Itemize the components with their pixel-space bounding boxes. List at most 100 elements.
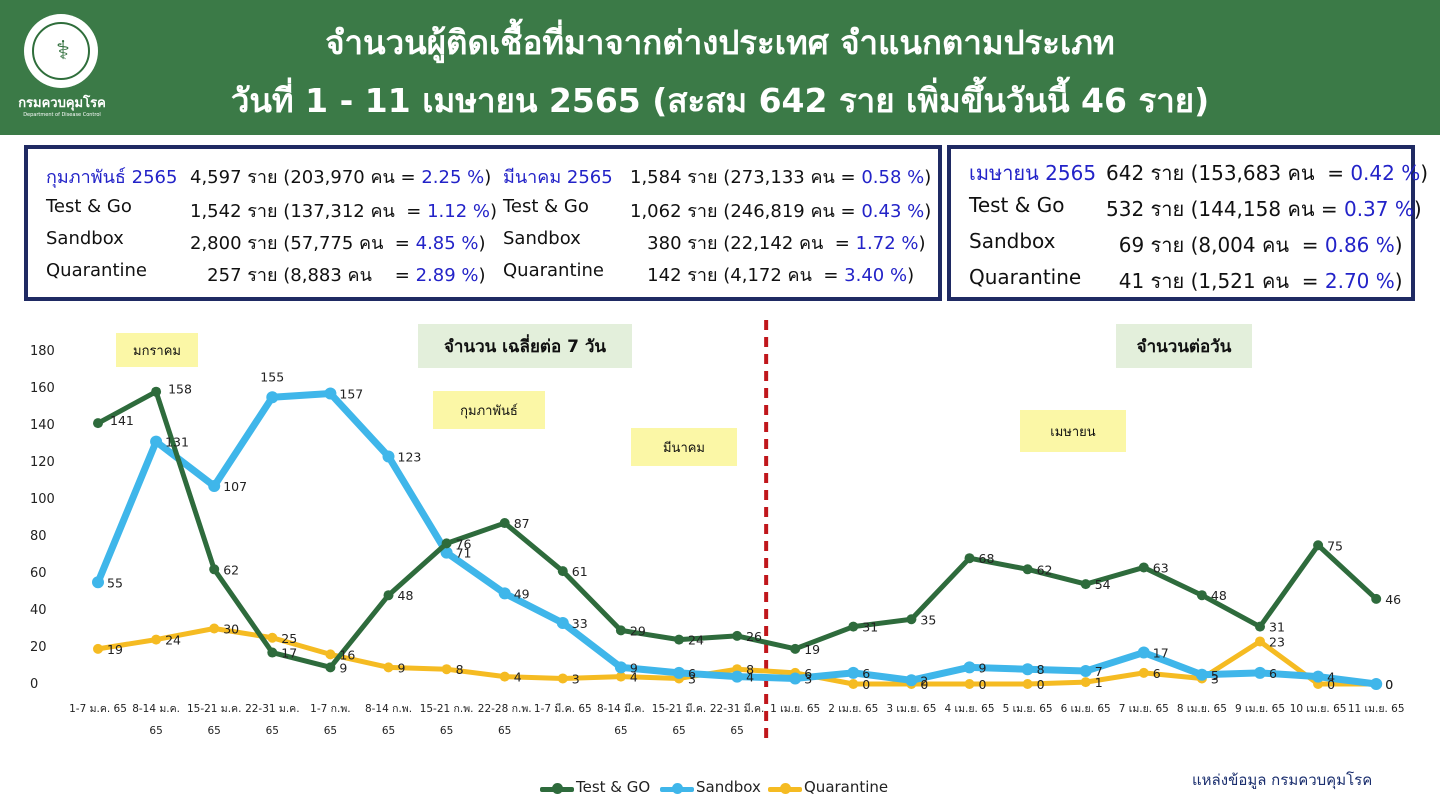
source-note: แหล่งข้อมูล กรมควบคุมโรค [1192, 771, 1373, 789]
data-point [1021, 663, 1034, 676]
data-point [151, 386, 162, 397]
month-label: มีนาคม [663, 440, 705, 456]
y-tick-label: 100 [30, 492, 55, 507]
data-point [1138, 562, 1149, 573]
data-label: 141 [110, 413, 134, 428]
data-label: 123 [398, 449, 422, 464]
data-point [1254, 666, 1266, 679]
data-point [150, 435, 163, 448]
mar-row-label: Test & Go [503, 196, 589, 217]
data-label: 155 [260, 369, 284, 384]
data-point [383, 590, 394, 601]
data-label: 6 [1153, 666, 1161, 681]
data-label: 19 [107, 642, 123, 657]
data-point [789, 672, 802, 685]
x-tick-label: 8-14 ก.พ. [365, 703, 412, 715]
data-label: 33 [572, 616, 588, 631]
x-tick-label: 65 [149, 725, 162, 737]
data-label: 87 [514, 516, 530, 531]
x-tick-label: 2 เม.ย. 65 [828, 703, 878, 715]
data-label: 6 [1269, 666, 1277, 681]
data-point [498, 587, 511, 600]
mar-row-label: Quarantine [503, 260, 604, 281]
data-label: 1 [1095, 675, 1103, 690]
data-label: 6 [804, 666, 812, 681]
data-label: 0 [1327, 677, 1335, 692]
data-label: 26 [746, 629, 762, 644]
data-label: 68 [979, 551, 995, 566]
data-point [963, 661, 976, 674]
data-point [325, 649, 336, 660]
x-tick-label: 15-21 ก.พ. [420, 703, 474, 715]
data-label: 23 [1269, 634, 1285, 649]
data-point [208, 480, 221, 493]
data-label: 19 [804, 642, 820, 657]
data-label: 31 [1269, 620, 1285, 635]
data-label: 54 [1095, 577, 1111, 592]
data-label: 31 [862, 620, 878, 635]
data-label: 4 [630, 670, 638, 685]
feb-row-label: Test & Go [46, 196, 132, 217]
data-point [1138, 667, 1149, 678]
data-label: 3 [804, 671, 812, 686]
x-tick-label: 65 [266, 725, 279, 737]
data-label: 48 [1211, 588, 1227, 603]
month-label-box [433, 391, 545, 429]
legend-marker [672, 783, 683, 794]
data-point [1079, 665, 1092, 678]
month-label-box [631, 428, 737, 466]
data-label: 0 [1385, 677, 1393, 692]
legend-label: Quarantine [804, 778, 889, 796]
x-tick-label: 15-21 ม.ค. [187, 703, 241, 715]
data-point [267, 647, 278, 658]
data-label: 8 [456, 662, 464, 677]
data-label: 16 [339, 647, 355, 662]
x-tick-label: 65 [208, 725, 221, 737]
x-tick-label: 65 [730, 725, 743, 737]
y-tick-label: 180 [30, 344, 55, 359]
data-point [499, 518, 510, 529]
data-label: 24 [165, 633, 181, 648]
data-point [1196, 590, 1207, 601]
x-tick-label: 5 เม.ย. 65 [1003, 703, 1053, 715]
apr-row-label: Test & Go [969, 193, 1065, 217]
feb-row-label: Sandbox [46, 228, 124, 249]
data-point [848, 621, 859, 632]
data-point [383, 662, 394, 673]
data-point [905, 674, 918, 687]
data-point [790, 643, 801, 654]
data-point [1371, 593, 1382, 604]
data-point [615, 625, 626, 636]
x-tick-label: 3 เม.ย. 65 [886, 703, 936, 715]
x-tick-label: 65 [498, 725, 511, 737]
data-point [732, 630, 743, 641]
section-title-box [1116, 324, 1252, 368]
data-point [441, 664, 452, 675]
month-label: มกราคม [133, 344, 181, 359]
x-tick-label: 65 [440, 725, 453, 737]
data-point [731, 670, 744, 683]
summary-box-apr [947, 145, 1415, 301]
feb-header-stat: 4,597 ราย (203,970 คน = 2.25 %) [190, 167, 492, 188]
data-label: 61 [572, 564, 588, 579]
data-label: 48 [398, 588, 414, 603]
series-line [95, 389, 1379, 670]
summary-box-feb-mar [24, 145, 942, 301]
mar-header-stat: 1,584 ราย (273,133 คน = 0.58 %) [630, 167, 932, 188]
data-point [93, 643, 103, 654]
data-point [92, 576, 104, 589]
logo-emblem: ⚕ [24, 14, 98, 88]
x-tick-label: 4 เม.ย. 65 [944, 703, 994, 715]
data-label: 55 [107, 575, 123, 590]
ddc-logo: ⚕ กรมควบคุมโรค Department of Disease Con… [14, 10, 110, 128]
x-tick-label: 11 เม.ย. 65 [1348, 703, 1405, 715]
data-label: 25 [281, 631, 297, 646]
data-point [382, 450, 395, 463]
data-label: 8 [1037, 662, 1045, 677]
data-point [325, 662, 336, 673]
apr-row-stat: 532 ราย (144,158 คน = 0.37 %) [1106, 197, 1422, 221]
data-label: 49 [514, 586, 530, 601]
x-tick-label: 1-7 มี.ค. 65 [534, 702, 592, 715]
data-label: 63 [1153, 560, 1169, 575]
data-label: 3 [1211, 671, 1219, 686]
